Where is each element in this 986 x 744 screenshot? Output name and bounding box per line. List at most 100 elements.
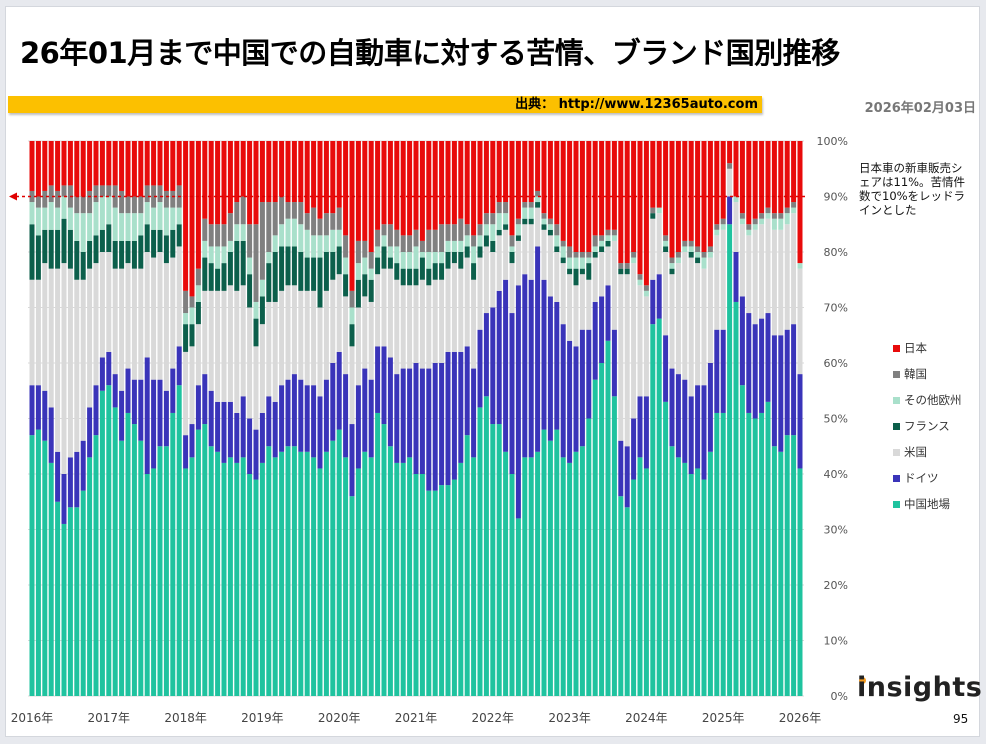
bar-segment (42, 390, 48, 441)
source-link[interactable]: 出典： http://www.12365auto.com (515, 97, 758, 112)
bar-segment (451, 252, 457, 264)
bar-segment (765, 213, 771, 219)
bar-stack (784, 141, 790, 696)
bar-stack (144, 141, 150, 696)
bar-segment (451, 351, 457, 480)
bar-stack (579, 141, 585, 696)
bar-segment (208, 246, 214, 264)
bar-segment (55, 268, 61, 452)
bar-segment (80, 440, 86, 491)
bar-segment (343, 257, 349, 275)
bar-stack (119, 141, 125, 696)
bar-segment (618, 263, 624, 269)
y-tick-label: 60% (824, 357, 848, 370)
bar-segment (503, 141, 509, 203)
bar-segment (618, 496, 624, 696)
bar-segment (567, 274, 573, 341)
bar-segment (432, 263, 438, 280)
bar-segment (131, 268, 137, 380)
bar-segment (99, 252, 105, 358)
bar-segment (259, 296, 265, 325)
bar-segment (381, 141, 387, 225)
bar-segment (55, 207, 61, 230)
bar-segment (221, 462, 227, 696)
bar-stack (669, 141, 675, 696)
bar-segment (695, 257, 701, 264)
bar-segment (42, 207, 48, 230)
bar-segment (336, 141, 342, 208)
bar-segment (93, 202, 99, 236)
bar-stack (586, 141, 592, 696)
bar-segment (93, 385, 99, 436)
bar-stack (611, 141, 617, 696)
bar-segment (759, 213, 765, 219)
bar-segment (157, 252, 163, 380)
bar-segment (669, 268, 675, 275)
bar-stack (349, 141, 355, 696)
source-banner: 出典： http://www.12365auto.com (8, 96, 762, 113)
bar-segment (413, 268, 419, 286)
bar-segment (35, 385, 41, 430)
bar-segment (195, 429, 201, 696)
bar-stack (483, 141, 489, 696)
bar-segment (483, 396, 489, 696)
bar-segment (579, 274, 585, 330)
bar-segment (426, 268, 432, 286)
bar-segment (573, 451, 579, 696)
bar-segment (144, 202, 150, 225)
bar-segment (426, 490, 432, 696)
bar-segment (784, 329, 790, 436)
bar-segment (119, 141, 125, 191)
bar-segment (579, 257, 585, 269)
bar-segment (362, 257, 368, 275)
bar-segment (240, 457, 246, 696)
bar-segment (138, 141, 144, 197)
bar-stack (618, 141, 624, 696)
bar-segment (535, 202, 541, 208)
bar-segment (336, 246, 342, 275)
bar-segment (330, 440, 336, 696)
bar-segment (509, 263, 515, 314)
bar-segment (106, 196, 112, 225)
bar-segment (247, 307, 253, 419)
bar-segment (631, 263, 637, 419)
bar-segment (599, 240, 605, 247)
bar-segment (541, 218, 547, 225)
bar-segment (471, 368, 477, 458)
bar-segment (669, 257, 675, 264)
bar-segment (618, 274, 624, 441)
bar-segment (746, 235, 752, 314)
bar-segment (458, 462, 464, 696)
bar-segment (80, 141, 86, 197)
bar-stack (605, 141, 611, 696)
bar-segment (125, 240, 131, 264)
bar-stack (362, 141, 368, 696)
y-tick-label: 30% (824, 524, 848, 537)
bar-segment (151, 257, 157, 380)
bar-stack (247, 141, 253, 696)
bar-segment (643, 396, 649, 469)
bar-stack (567, 141, 573, 696)
bar-segment (311, 457, 317, 696)
bar-segment (144, 224, 150, 252)
bar-stack (208, 141, 214, 696)
bar-segment (375, 246, 381, 258)
bar-segment (560, 246, 566, 258)
bar-segment (682, 379, 688, 463)
bar-segment (35, 196, 41, 208)
bar-segment (707, 257, 713, 363)
bar-segment (87, 457, 93, 696)
bar-stack (163, 141, 169, 696)
bar-segment (477, 407, 483, 696)
bar-segment (279, 290, 285, 386)
bar-segment (496, 235, 502, 291)
bar-stack (202, 141, 208, 696)
bar-segment (170, 141, 176, 191)
bar-segment (784, 141, 790, 208)
bar-segment (400, 268, 406, 286)
bar-segment (451, 141, 457, 225)
bar-segment (419, 252, 425, 258)
bar-segment (253, 429, 259, 480)
bar-segment (99, 196, 105, 230)
bar-stack (432, 141, 438, 696)
